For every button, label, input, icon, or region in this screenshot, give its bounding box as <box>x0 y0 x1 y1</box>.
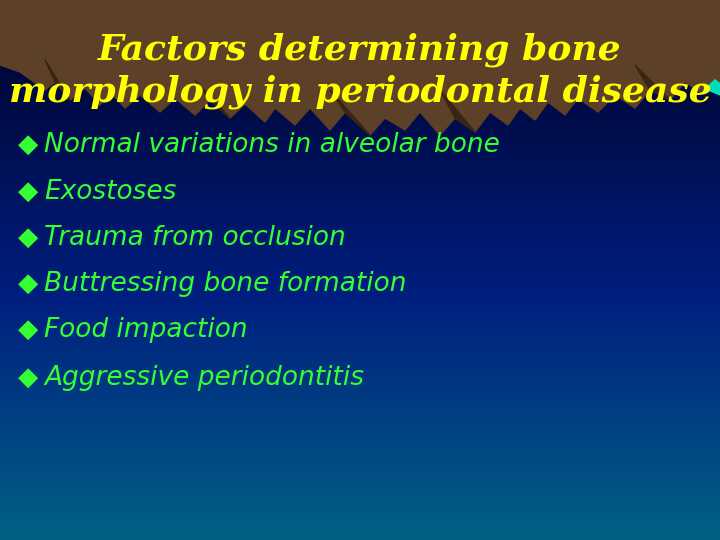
Text: ◆: ◆ <box>18 271 38 297</box>
Polygon shape <box>45 60 70 100</box>
Text: Aggressive periodontitis: Aggressive periodontitis <box>44 365 364 391</box>
Text: ◆: ◆ <box>18 365 38 391</box>
Polygon shape <box>635 65 670 100</box>
Text: Normal variations in alveolar bone: Normal variations in alveolar bone <box>44 132 500 158</box>
Text: Trauma from occlusion: Trauma from occlusion <box>44 225 346 251</box>
Text: morphology in periodontal disease: morphology in periodontal disease <box>9 75 711 109</box>
Polygon shape <box>545 0 720 95</box>
Text: ◆: ◆ <box>18 179 38 205</box>
Text: ◆: ◆ <box>18 225 38 251</box>
Polygon shape <box>440 90 475 132</box>
Text: Factors determining bone: Factors determining bone <box>98 33 622 68</box>
Text: Exostoses: Exostoses <box>44 179 176 205</box>
Text: ◆: ◆ <box>18 132 38 158</box>
Polygon shape <box>330 90 370 135</box>
Polygon shape <box>0 0 720 135</box>
Text: Buttressing bone formation: Buttressing bone formation <box>44 271 407 297</box>
Polygon shape <box>195 80 230 118</box>
Text: Food impaction: Food impaction <box>44 317 248 343</box>
Text: ◆: ◆ <box>18 317 38 343</box>
